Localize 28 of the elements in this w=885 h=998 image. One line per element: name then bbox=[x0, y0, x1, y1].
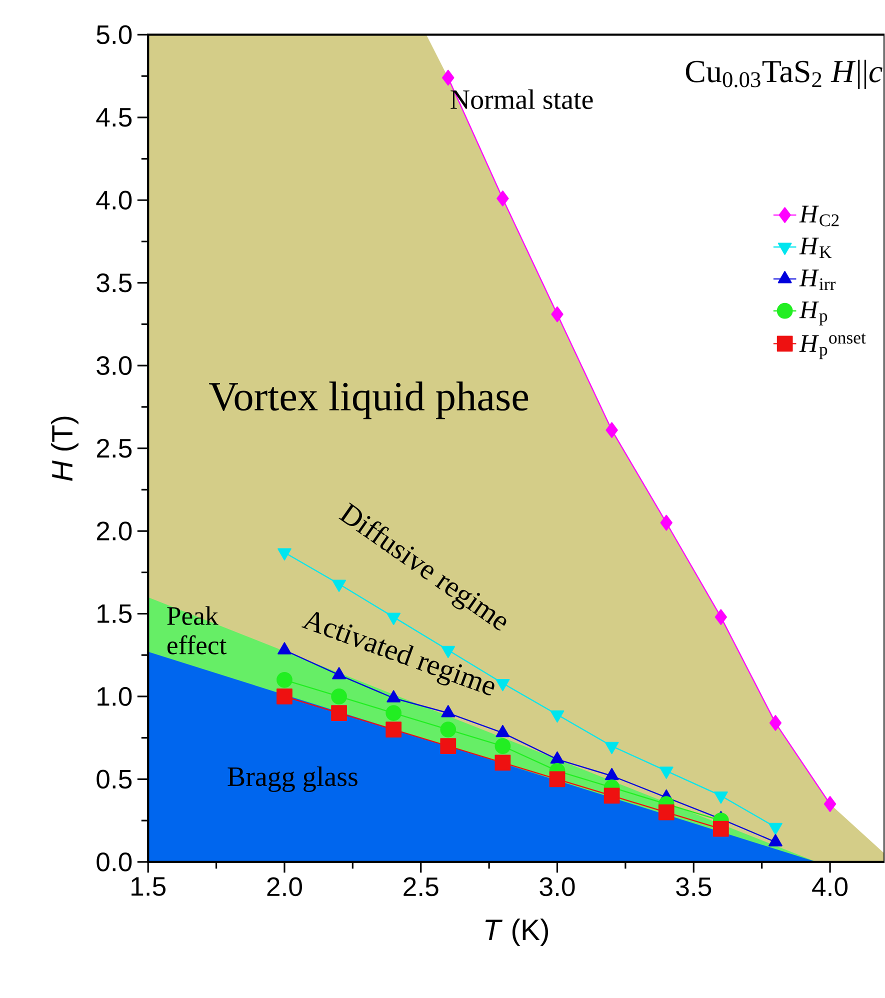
x-tick-label: 1.5 bbox=[132, 877, 166, 896]
annotation: Vortex liquid phase bbox=[209, 382, 528, 420]
legend-label: H$_{irr}$ bbox=[799, 270, 836, 290]
y-tick-label: 4.0 bbox=[96, 190, 132, 210]
legend-label: H$_{K}$ bbox=[799, 238, 832, 258]
y-axis-title: H (T) bbox=[51, 416, 79, 481]
y-tick-label: 2.5 bbox=[97, 438, 132, 458]
y-tick-label: 3.0 bbox=[96, 356, 132, 376]
x-tick-label: 2.5 bbox=[404, 877, 439, 896]
x-tick-label: 4.0 bbox=[812, 877, 848, 896]
y-tick-label: 3.5 bbox=[96, 273, 132, 292]
annotation: Cu$_{0.03}$TaS$_{2}$ H||c bbox=[686, 60, 883, 89]
y-tick-label: 5.0 bbox=[96, 25, 132, 44]
x-tick-label: 3.5 bbox=[676, 877, 712, 896]
annotation: Peak effect bbox=[167, 606, 227, 654]
x-tick-label: 3.0 bbox=[540, 877, 575, 896]
legend-label: H$_{p}$onset bbox=[799, 334, 866, 360]
y-tick-label: 4.5 bbox=[96, 108, 132, 127]
y-tick-label: 1.5 bbox=[98, 604, 132, 624]
x-axis-title: T (K) bbox=[486, 918, 548, 946]
y-tick-label: 2.0 bbox=[97, 522, 132, 540]
y-tick-label: 0.0 bbox=[96, 852, 132, 872]
legend-label: H$_{p}$ bbox=[799, 302, 828, 326]
y-tick-label: 0.5 bbox=[96, 770, 132, 789]
y-tick-label: 1.0 bbox=[98, 687, 132, 706]
x-tick-label: 2.0 bbox=[267, 877, 302, 896]
legend-label: H$_{C2}$ bbox=[799, 206, 839, 226]
annotation: Bragg glass bbox=[228, 766, 358, 792]
